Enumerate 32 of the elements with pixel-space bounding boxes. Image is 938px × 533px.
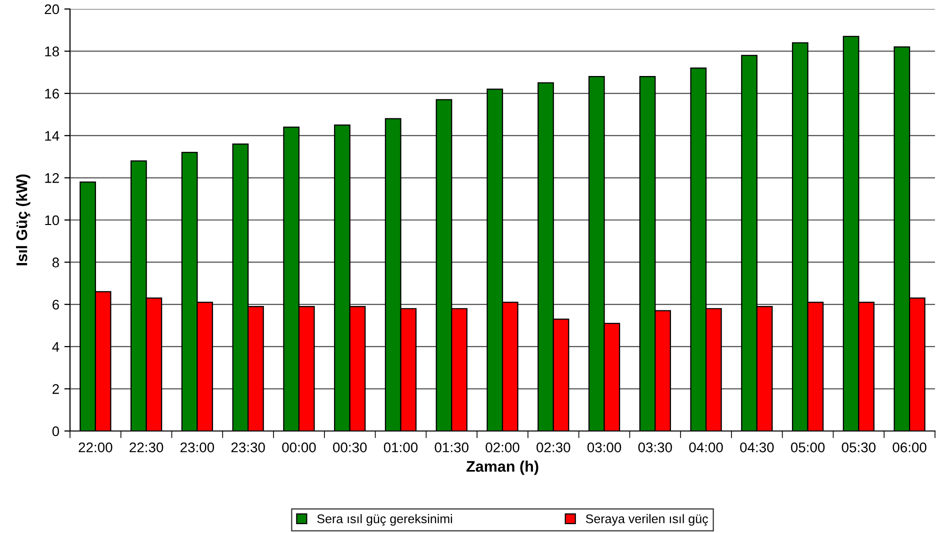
y-axis-title: Isıl Güç (kW) xyxy=(16,174,30,266)
x-tick-label: 23:30 xyxy=(231,442,265,452)
x-tick-label: 23:00 xyxy=(180,442,214,452)
x-tick-label: 02:30 xyxy=(536,442,570,452)
x-tick-label: 01:00 xyxy=(384,442,418,452)
x-tick-label: 03:00 xyxy=(587,442,622,452)
x-tick-label: 01:30 xyxy=(434,442,468,452)
x-tick-label: 22:00 xyxy=(78,442,112,452)
y-tick-label: 12 xyxy=(45,173,59,183)
x-tick-label: 06:00 xyxy=(892,442,926,452)
x-tick-label: 02:00 xyxy=(486,442,520,452)
y-tick-label: 20 xyxy=(44,4,60,14)
legend-label: Sera ısıl güç gereksinimi xyxy=(317,514,452,526)
x-tick-label: 04:30 xyxy=(740,442,774,452)
legend-label: Seraya verilen ısıl güç xyxy=(586,514,708,526)
y-tick-label: 0 xyxy=(52,426,60,436)
x-tick-label: 03:30 xyxy=(638,442,672,452)
y-tick-label: 8 xyxy=(52,258,59,268)
y-tick-label: 14 xyxy=(45,131,60,141)
y-tick-label: 6 xyxy=(52,300,59,310)
x-axis-title: Zaman (h) xyxy=(466,460,538,475)
y-tick-label: 10 xyxy=(45,215,60,226)
x-tick-label: 00:00 xyxy=(282,442,316,452)
y-tick-label: 4 xyxy=(52,342,60,352)
y-tick-label: 2 xyxy=(52,384,59,394)
y-tick-label: 16 xyxy=(45,88,59,99)
x-tick-label: 04:00 xyxy=(689,442,723,452)
x-tick-label: 05:00 xyxy=(790,442,825,452)
y-tick-label: 18 xyxy=(45,46,59,56)
x-tick-label: 00:30 xyxy=(333,442,367,452)
x-tick-label: 05:30 xyxy=(842,442,876,452)
x-tick-label: 22:30 xyxy=(130,442,164,452)
